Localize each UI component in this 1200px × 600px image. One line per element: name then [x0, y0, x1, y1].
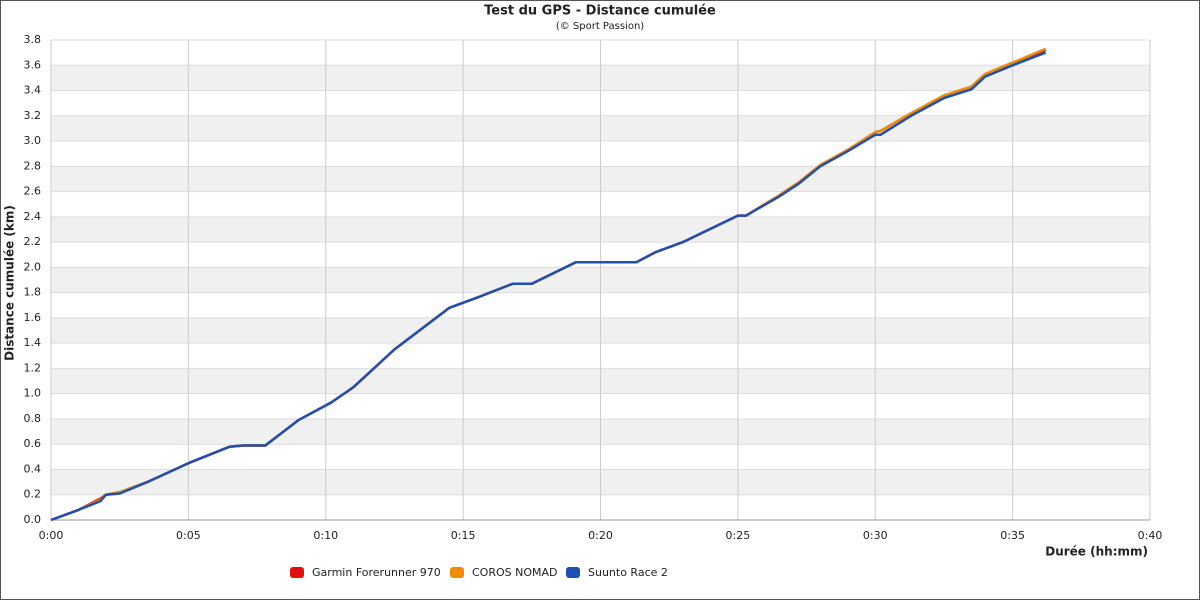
y-tick-label: 2.2	[24, 235, 42, 248]
x-tick-label: 0:15	[451, 529, 476, 542]
y-tick-label: 2.4	[24, 210, 42, 223]
y-tick-label: 2.6	[24, 185, 42, 198]
y-tick-label: 3.8	[24, 33, 42, 46]
legend-label: COROS NOMAD	[472, 566, 558, 579]
y-tick-label: 3.6	[24, 58, 42, 71]
legend-swatch	[450, 567, 464, 578]
y-tick-label: 0.2	[24, 488, 42, 501]
legend-label: Suunto Race 2	[588, 566, 668, 579]
x-tick-label: 0:40	[1138, 529, 1163, 542]
chart-title: Test du GPS - Distance cumulée	[484, 4, 716, 19]
series-line	[50, 51, 1047, 522]
y-tick-label: 1.2	[24, 361, 42, 374]
y-tick-label: 0.6	[24, 437, 42, 450]
y-tick-label: 0.0	[24, 513, 42, 526]
x-tick-label: 0:10	[313, 529, 338, 542]
y-tick-label: 3.0	[24, 134, 42, 147]
x-tick-label: 0:35	[1000, 529, 1025, 542]
x-tick-label: 0:05	[176, 529, 201, 542]
y-tick-label: 2.0	[24, 260, 42, 273]
grid	[50, 39, 1151, 521]
x-tick-label: 0:20	[588, 529, 613, 542]
x-tick-label: 0:30	[863, 529, 888, 542]
y-tick-label: 1.0	[24, 387, 42, 400]
y-tick-label: 1.8	[24, 286, 42, 299]
legend-item: Suunto Race 2	[566, 566, 668, 579]
legend-label: Garmin Forerunner 970	[312, 566, 441, 579]
y-tick-label: 3.2	[24, 109, 42, 122]
x-axis-title: Durée (hh:mm)	[1045, 545, 1148, 559]
legend-item: COROS NOMAD	[450, 566, 558, 579]
legend-item: Garmin Forerunner 970	[290, 566, 441, 579]
y-tick-label: 0.4	[24, 462, 42, 475]
y-axis-title: Distance cumulée (km)	[3, 205, 17, 361]
legend-swatch	[566, 567, 580, 578]
legend-swatch	[290, 567, 304, 578]
y-tick-label: 1.4	[24, 336, 42, 349]
x-tick-label: 0:25	[726, 529, 751, 542]
x-tick-label: 0:00	[39, 529, 64, 542]
y-tick-label: 1.6	[24, 311, 42, 324]
y-tick-label: 3.4	[24, 84, 42, 97]
y-tick-label: 0.8	[24, 412, 42, 425]
chart-subtitle: (© Sport Passion)	[556, 21, 644, 32]
y-tick-label: 2.8	[24, 159, 42, 172]
